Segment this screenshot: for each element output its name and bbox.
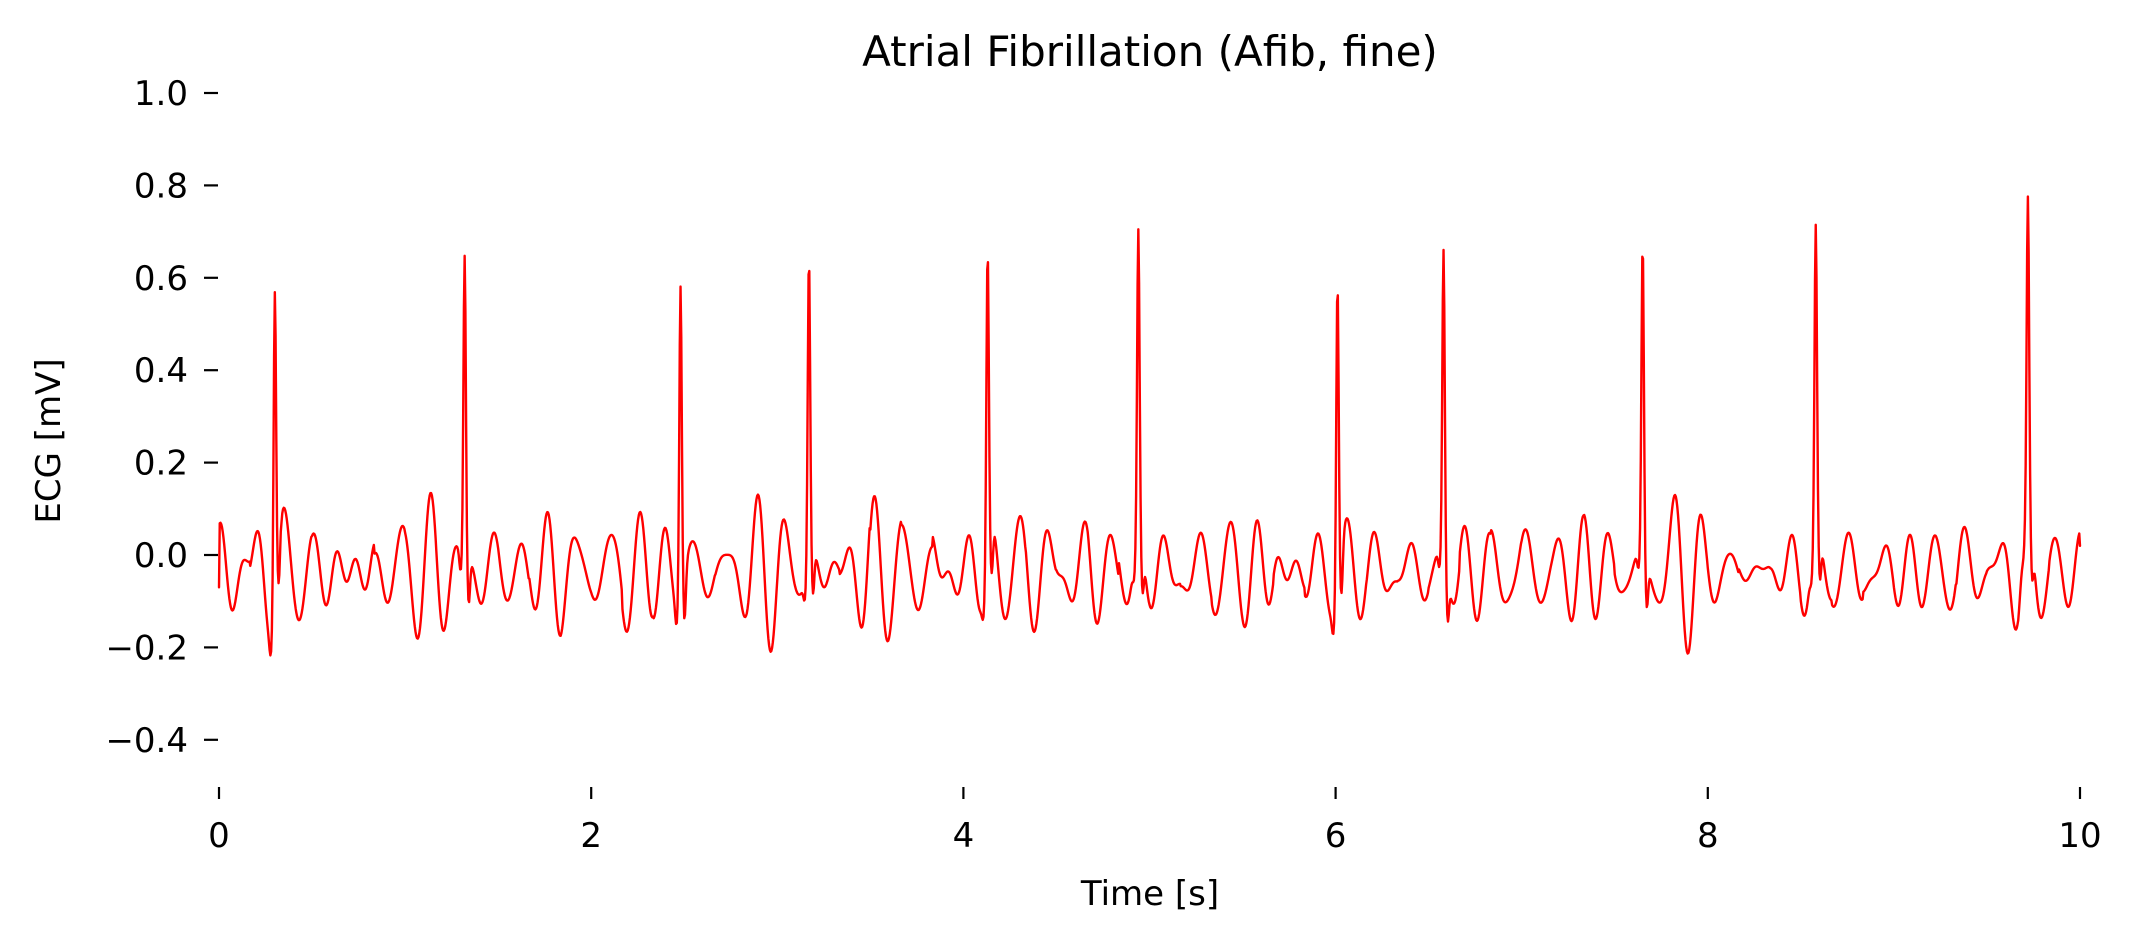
x-axis-label: Time [s] <box>1080 874 1219 914</box>
y-tick-label: 0.2 <box>134 444 188 484</box>
ecg-trace-line <box>217 195 2082 657</box>
x-axis: 0 2 4 6 8 10 <box>208 787 2102 856</box>
x-tick-label: 8 <box>1697 816 1719 856</box>
chart-title: Atrial Fibrillation (Afib, fine) <box>862 27 1438 76</box>
x-tick-label: 4 <box>953 816 975 856</box>
y-tick-label: −0.2 <box>105 628 188 668</box>
x-tick-label: 6 <box>1325 816 1347 856</box>
y-tick-label: 0.4 <box>134 351 188 391</box>
x-tick-label: 2 <box>580 816 602 856</box>
x-tick-label: 10 <box>2058 816 2101 856</box>
y-tick-label: 0.6 <box>134 259 188 299</box>
y-tick-label: 0.0 <box>134 536 188 576</box>
y-tick-label: −0.4 <box>105 721 188 761</box>
y-axis-label: ECG [mV] <box>29 358 69 523</box>
y-tick-label: 1.0 <box>134 74 188 114</box>
y-tick-label: 0.8 <box>134 166 188 206</box>
y-axis: 1.0 0.8 0.6 0.4 0.2 0.0 −0.2 −0.4 <box>105 74 218 761</box>
plot-area <box>217 195 2082 657</box>
x-tick-label: 0 <box>208 816 230 856</box>
